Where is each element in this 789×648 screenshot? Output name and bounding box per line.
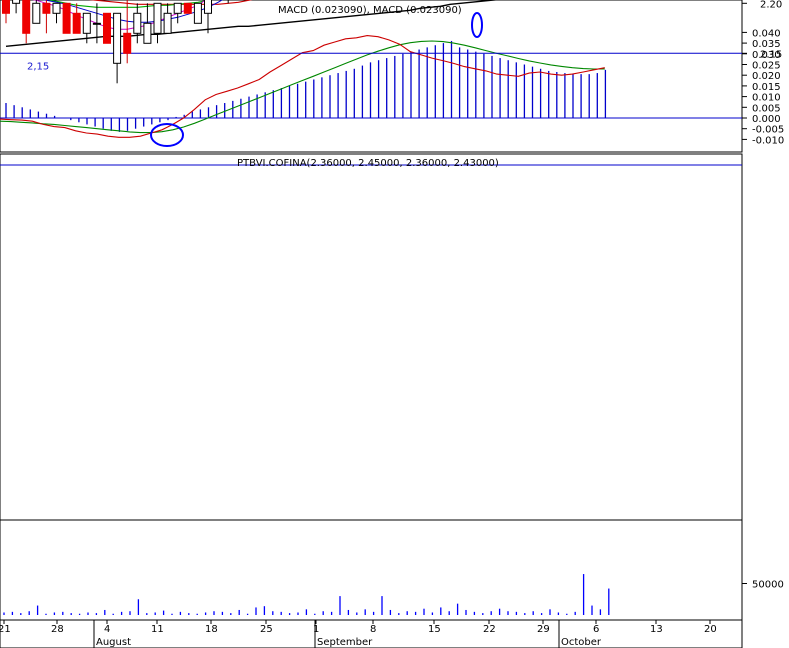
macd-line: [0, 35, 605, 138]
macd-y-tick-label: 0.015: [752, 82, 781, 93]
macd-y-tick-label: 0.040: [752, 28, 781, 39]
macd-crossover-marker-high: [471, 12, 483, 38]
price-y-tick-label: 2.15: [760, 49, 782, 60]
candle-body: [2, 0, 10, 14]
macd-y-tick-label: 0.030: [752, 50, 781, 61]
x-tick-label: 4: [104, 624, 110, 635]
x-tick-label: 18: [205, 624, 218, 635]
candle-body: [12, 0, 21, 4]
candle-body: [163, 12, 172, 34]
x-tick-label: 8: [370, 624, 376, 635]
x-tick-label: 6: [593, 624, 599, 635]
volume-panel: [0, 519, 743, 621]
candle-body: [82, 12, 91, 34]
x-tick-label: 21: [0, 624, 11, 635]
macd-y-tick-label: -0.010: [752, 135, 784, 146]
x-tick-label: 25: [260, 624, 273, 635]
macd-y-tick-label: 0.025: [752, 61, 781, 72]
candle-body: [52, 2, 61, 14]
volume-bars: [3, 574, 610, 615]
price-panel: [0, 153, 743, 521]
candle-body: [183, 2, 192, 14]
macd-signal-line: [0, 40, 605, 134]
macd-lines: [0, 35, 605, 138]
macd-title: MACD (0.023090), MACD (0.023090): [278, 5, 462, 16]
volume-y-tick-label: 50000: [752, 580, 784, 591]
price-y-axis: 2.452.402.352.302.252.202.15: [742, 0, 782, 60]
macd-y-tick-label: 0.005: [752, 103, 781, 114]
x-tick-label: 13: [650, 624, 663, 635]
x-tick-label: 22: [483, 624, 496, 635]
candle-body: [123, 32, 132, 54]
x-axis-panel: [0, 619, 743, 648]
x-tick-label: 29: [537, 624, 550, 635]
candle-body: [153, 2, 162, 34]
volume-y-axis: 50000: [742, 580, 784, 591]
candle-body: [62, 2, 71, 34]
macd-y-tick-label: 0.010: [752, 93, 781, 104]
price-title: PTBVI.COFINA(2.36000, 2.45000, 2.36000, …: [237, 158, 499, 169]
x-tick-label: 15: [428, 624, 441, 635]
ma-60-line: [88, 0, 253, 5]
candle-body: [92, 22, 101, 25]
candle-body: [133, 12, 142, 34]
candle-body: [32, 2, 41, 24]
macd-crossover-marker-low: [150, 123, 184, 147]
candle-body: [42, 2, 51, 14]
macd-y-tick-label: 0.000: [752, 114, 781, 125]
x-tick-label: 1: [313, 624, 319, 635]
macd-y-tick-label: -0.005: [752, 125, 784, 136]
candle-body: [22, 0, 31, 34]
month-label: August: [96, 637, 131, 648]
month-label: September: [317, 637, 373, 648]
month-label: October: [561, 637, 602, 648]
price-hline-label: 2,15: [27, 61, 49, 72]
ma-30-line: [47, 0, 213, 8]
candle-body: [193, 2, 202, 24]
x-tick-label: 20: [704, 624, 717, 635]
macd-histogram: [0, 40, 742, 132]
price-y-tick-label: 2.20: [760, 0, 782, 10]
candle-body: [103, 12, 111, 44]
candle-body: [204, 0, 212, 14]
candle-body: [113, 12, 122, 64]
x-tick-label: 11: [151, 624, 164, 635]
candle-body: [143, 22, 152, 44]
x-tick-label: 28: [51, 624, 64, 635]
macd-y-tick-label: 0.020: [752, 71, 781, 82]
candle-body: [72, 12, 81, 34]
macd-y-axis: 0.0400.0350.0300.0250.0200.0150.0100.005…: [742, 28, 784, 146]
candle-body: [173, 2, 182, 14]
macd-y-tick-label: 0.035: [752, 39, 781, 50]
candlesticks: [2, 0, 229, 84]
